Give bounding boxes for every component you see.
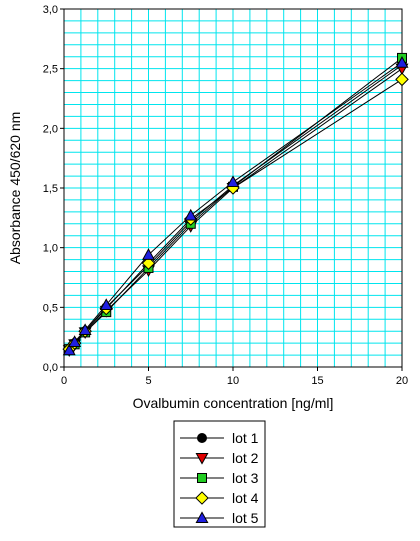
y-tick-label: 0,5 bbox=[43, 302, 58, 314]
legend-marker bbox=[197, 433, 207, 443]
legend-marker bbox=[195, 491, 209, 505]
legend-marker bbox=[195, 453, 209, 465]
y-tick-label: 1,0 bbox=[43, 243, 58, 255]
data-point bbox=[395, 72, 409, 87]
data-point bbox=[141, 256, 156, 270]
y-axis-label: Absorbance 450/620 nm bbox=[7, 112, 23, 265]
series-5 bbox=[62, 56, 409, 356]
y-tick-label: 3,0 bbox=[43, 4, 58, 16]
x-tick-label: 0 bbox=[61, 375, 67, 387]
data-point bbox=[184, 208, 198, 221]
legend-item: lot 3 bbox=[180, 470, 259, 486]
legend: lot 1 lot 2 lot 3 lot 4 lot 5 bbox=[173, 420, 266, 528]
data-point bbox=[226, 175, 240, 188]
series-line bbox=[68, 78, 403, 350]
legend-marker bbox=[197, 473, 207, 483]
legend-item: lot 5 bbox=[180, 510, 259, 526]
x-tick-label: 5 bbox=[145, 375, 151, 387]
y-tick-label: 2,0 bbox=[43, 123, 58, 135]
x-tick-label: 15 bbox=[311, 375, 323, 387]
x-tick-label: 20 bbox=[396, 375, 408, 387]
legend-label: lot 1 bbox=[232, 430, 259, 446]
data-point bbox=[78, 323, 92, 336]
grid bbox=[64, 9, 402, 367]
legend-label: lot 3 bbox=[232, 470, 259, 486]
legend-label: lot 5 bbox=[232, 510, 259, 526]
data-point bbox=[395, 56, 409, 68]
legend-label: lot 4 bbox=[232, 490, 259, 506]
x-axis-label: Ovalbumin concentration [ng/ml] bbox=[133, 395, 334, 411]
y-tick-label: 2,5 bbox=[43, 64, 58, 76]
legend-box bbox=[173, 420, 266, 528]
series-2 bbox=[62, 63, 409, 357]
series-line bbox=[68, 57, 403, 350]
legend-marker bbox=[195, 511, 209, 523]
series-layer bbox=[62, 52, 409, 357]
data-point bbox=[142, 248, 155, 260]
legend-item: lot 1 bbox=[180, 430, 259, 446]
data-point bbox=[68, 335, 82, 347]
y-tick-label: 0,0 bbox=[43, 362, 58, 374]
y-tick-label: 1,5 bbox=[43, 183, 58, 195]
data-point bbox=[62, 343, 76, 356]
legend-item: lot 4 bbox=[180, 490, 259, 506]
x-tick-label: 10 bbox=[227, 375, 239, 387]
legend-label: lot 2 bbox=[232, 450, 259, 466]
legend-item: lot 2 bbox=[180, 450, 259, 466]
axes: 0 5 10 15 20 0,0 0,5 1,0 1,5 2,0 2,5 3,0 bbox=[43, 4, 408, 387]
data-point bbox=[99, 298, 113, 310]
